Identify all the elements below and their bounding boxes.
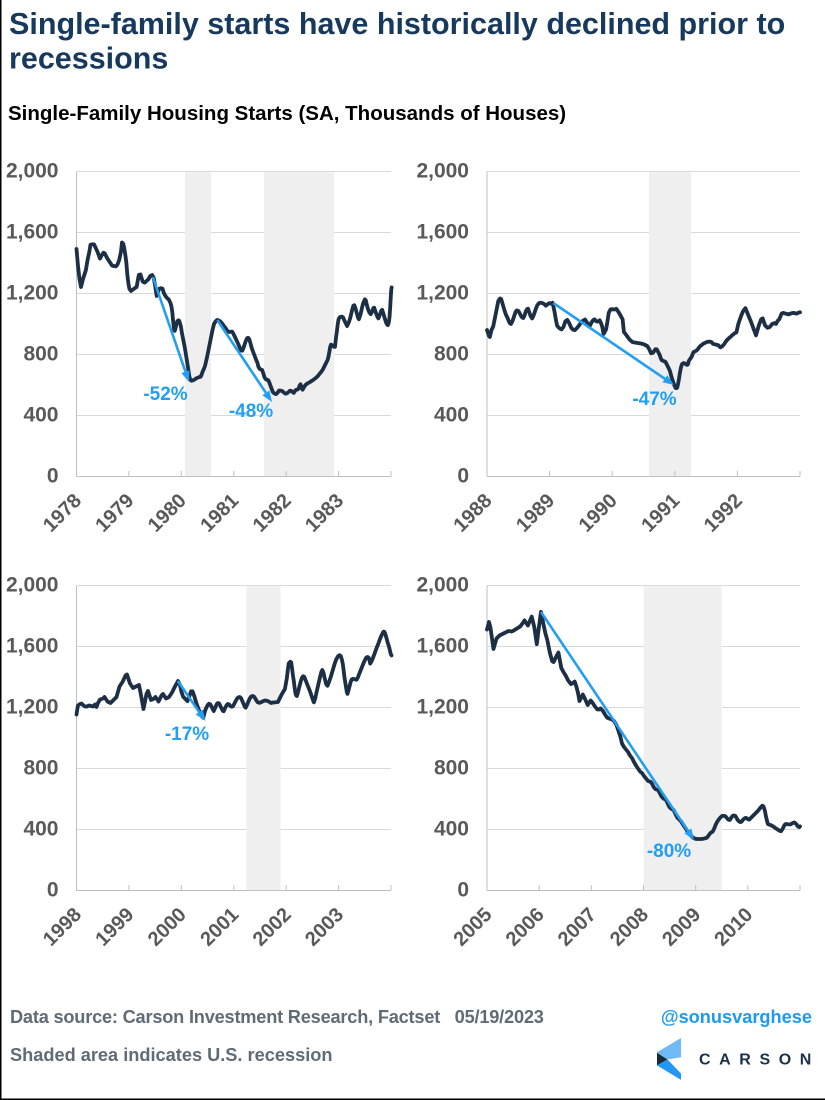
svg-text:Single-Family Housing Starts (: Single-Family Housing Starts (SA, Thousa… [8,102,566,125]
svg-text:0: 0 [457,879,469,902]
svg-text:800: 800 [434,757,469,780]
svg-text:1,200: 1,200 [6,282,59,305]
svg-text:2,000: 2,000 [6,574,59,597]
svg-text:@sonusvarghese: @sonusvarghese [661,1007,812,1027]
svg-text:400: 400 [23,818,58,841]
svg-text:1,600: 1,600 [6,221,59,244]
svg-text:1,200: 1,200 [416,282,469,305]
svg-text:1,200: 1,200 [416,696,469,719]
svg-text:2,000: 2,000 [416,574,469,597]
svg-text:1,600: 1,600 [416,221,469,244]
svg-text:800: 800 [434,343,469,366]
svg-text:1,200: 1,200 [6,696,59,719]
svg-text:0: 0 [47,465,59,488]
svg-text:800: 800 [23,757,58,780]
svg-text:2,000: 2,000 [416,160,469,183]
svg-text:800: 800 [23,343,58,366]
svg-text:-48%: -48% [229,401,273,422]
svg-text:0: 0 [47,879,59,902]
svg-text:400: 400 [434,818,469,841]
svg-text:Data source: Carson Investment: Data source: Carson Investment Research,… [10,1007,544,1027]
svg-text:recessions: recessions [9,42,168,76]
svg-text:400: 400 [23,404,58,427]
svg-text:2,000: 2,000 [6,160,59,183]
svg-text:Single-family starts have hist: Single-family starts have historically d… [9,7,785,41]
svg-text:0: 0 [457,465,469,488]
svg-text:1,600: 1,600 [6,635,59,658]
svg-text:400: 400 [434,404,469,427]
svg-text:-80%: -80% [647,841,691,862]
svg-text:1,600: 1,600 [416,635,469,658]
svg-text:Shaded area indicates U.S. rec: Shaded area indicates U.S. recession [10,1045,332,1065]
svg-text:-47%: -47% [632,389,676,410]
svg-text:-52%: -52% [143,384,187,405]
svg-text:-17%: -17% [165,724,209,745]
svg-text:CARSON: CARSON [699,1052,820,1069]
